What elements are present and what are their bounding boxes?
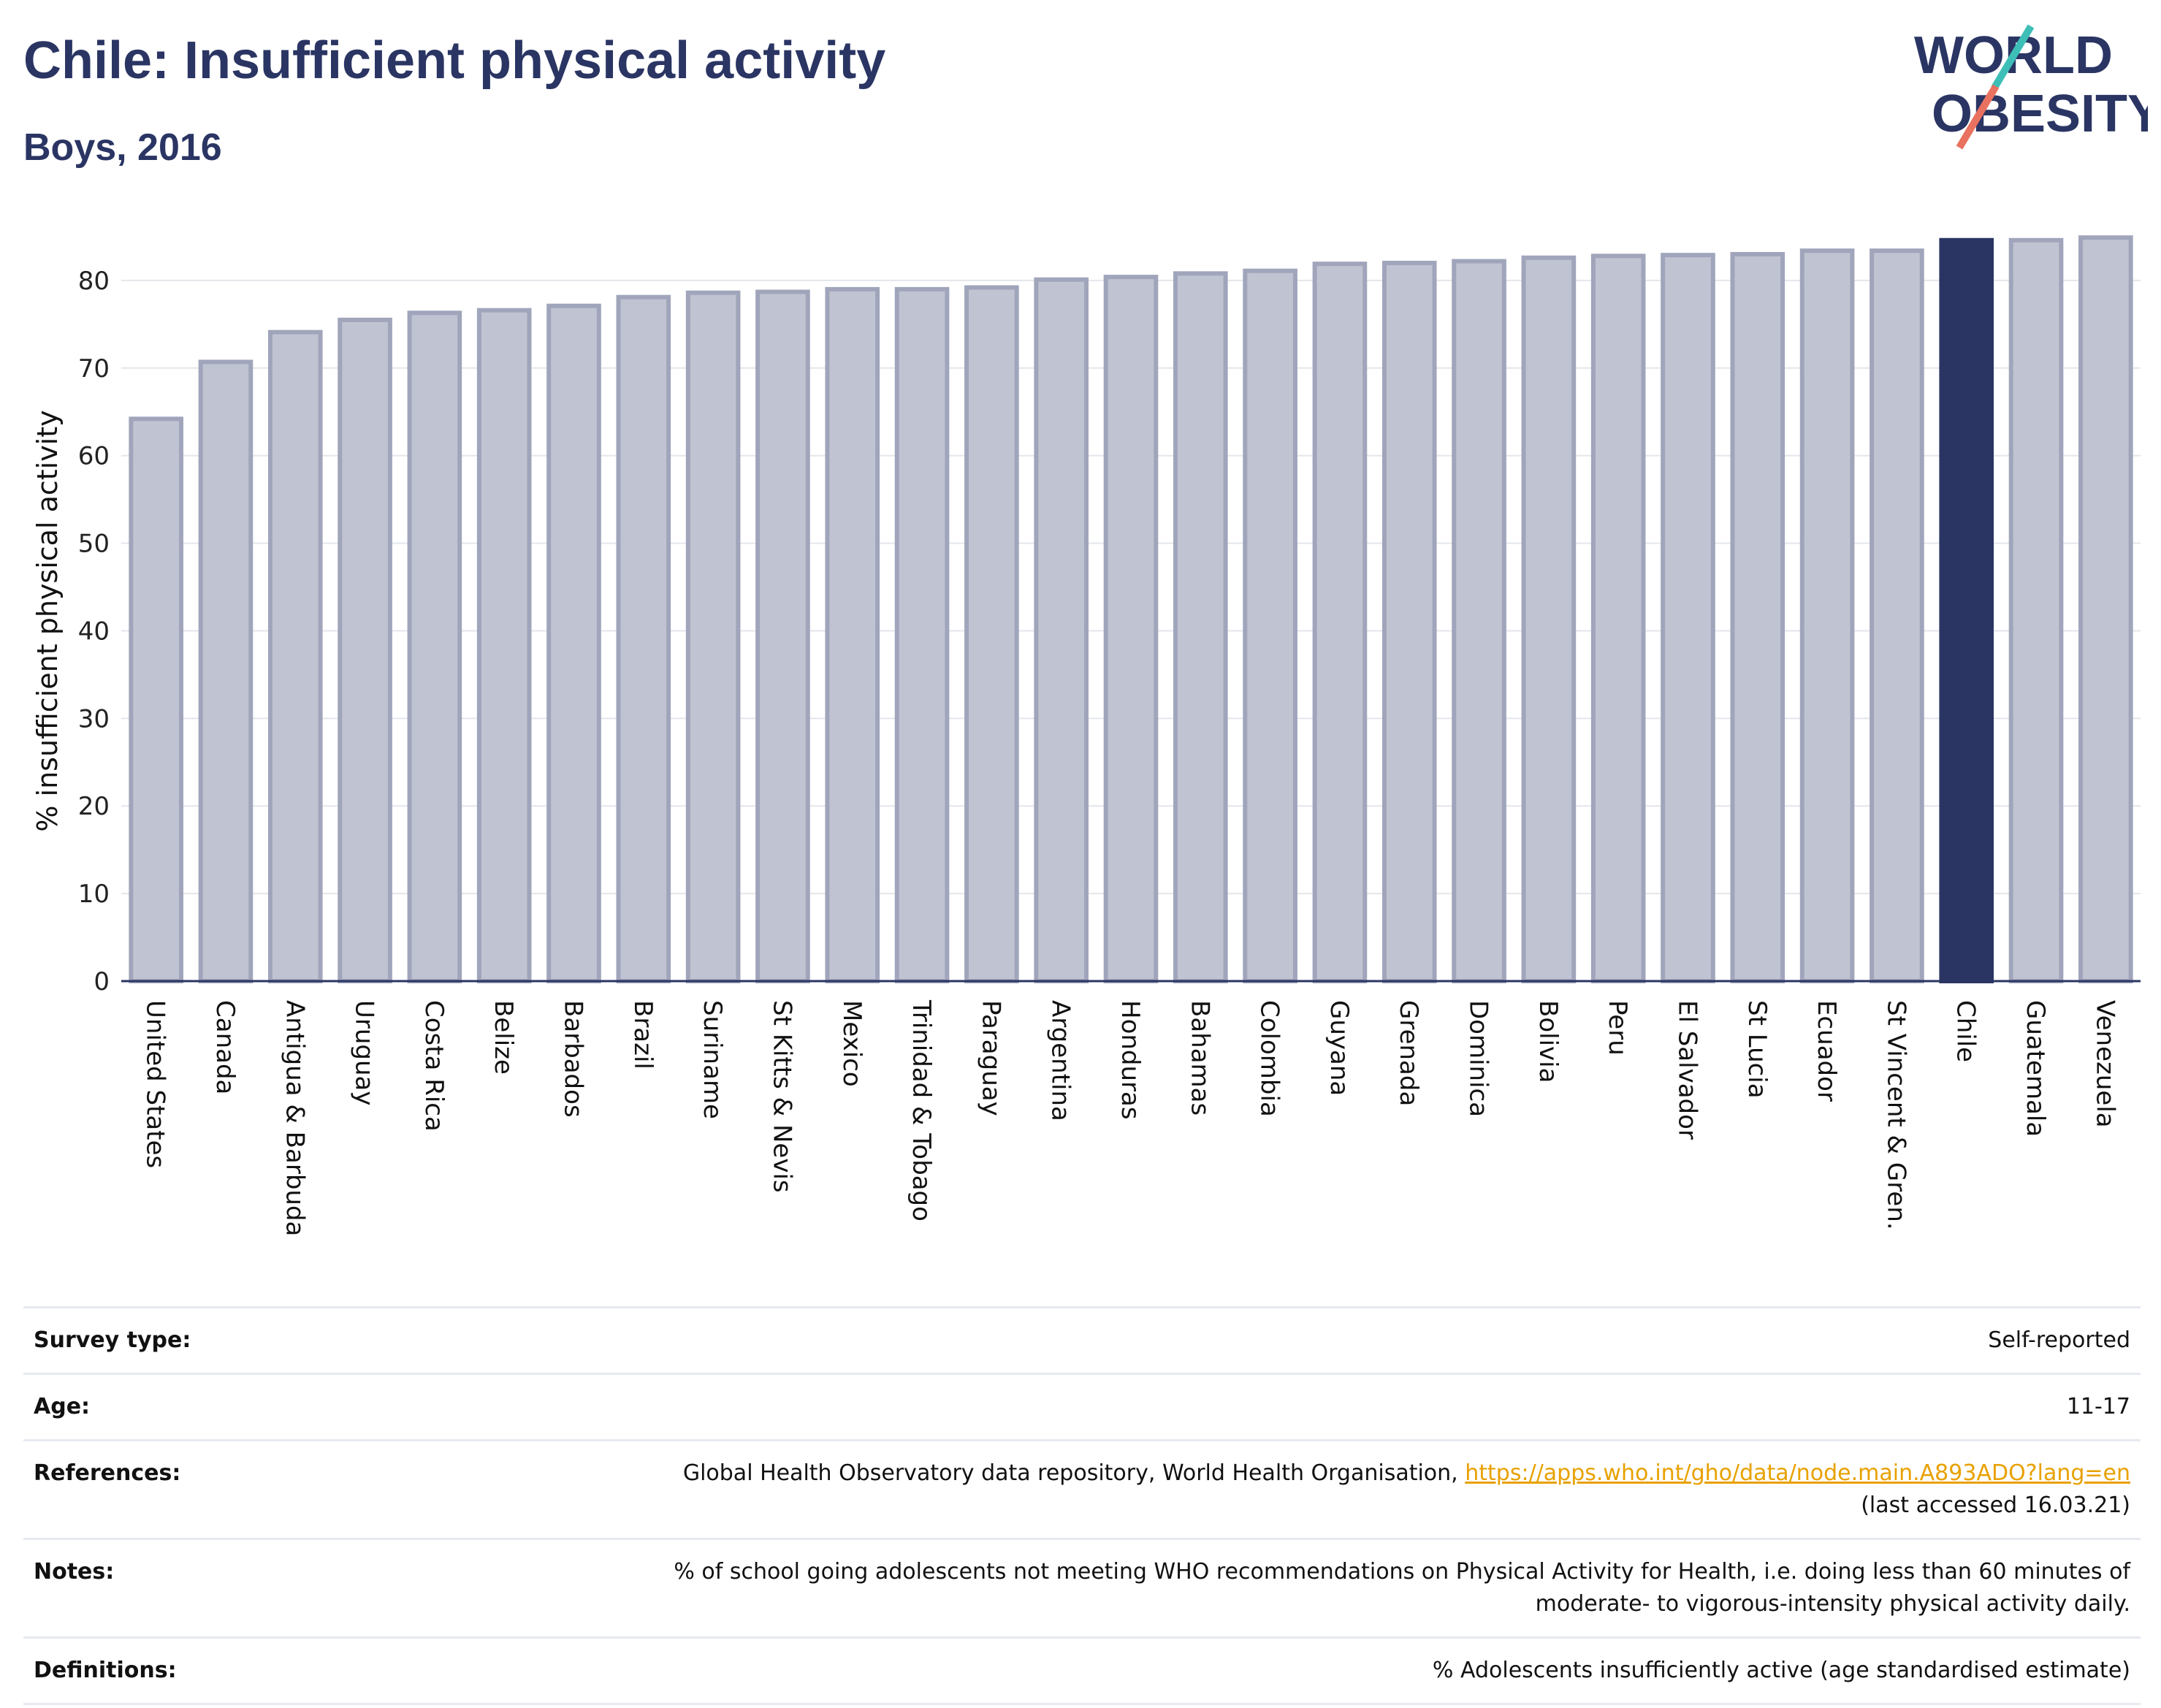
x-tick-label: Argentina [1046,1000,1075,1121]
y-tick-label: 60 [78,442,110,471]
x-tick-label: United States [141,1000,170,1168]
bar [476,308,532,983]
references-text: Global Health Observatory data repositor… [682,1460,1458,1486]
x-tick-label: El Salvador [1672,1000,1701,1140]
x-tick-label: Guyana [1325,1000,1354,1096]
bar [1521,255,1577,983]
y-tick-label: 10 [78,880,110,909]
bar-highlight [1939,237,1994,983]
x-tick-label: Ecuador [1812,1000,1841,1102]
bar [1312,262,1368,984]
x-tick-label: St Kitts & Nevis [767,1000,796,1193]
bar [1870,248,1924,983]
info-row-references: References: Global Health Observatory da… [23,1440,2141,1539]
bar-layer [129,235,2133,984]
notes-line-1: % of school going adolescents not meetin… [674,1559,2130,1585]
x-tick-label: Trinidad & Tobago [907,999,936,1221]
bar [129,416,183,983]
bar [825,286,880,984]
bar [685,290,741,984]
page-subtitle: Boys, 2016 [23,126,222,169]
definitions-value: % Adolescents insufficiently active (age… [1432,1658,2130,1683]
info-row-notes: Notes: % of school going adolescents not… [23,1539,2141,1638]
bar [1730,251,1785,983]
age-label: Age: [34,1394,91,1419]
x-tick-label: Barbados [559,1000,588,1118]
x-tick-label: Peru [1603,1000,1632,1056]
bar [2008,237,2064,983]
y-axis-title: % insufficient physical activity [31,410,64,831]
bar [1799,248,1855,983]
y-tick-label: 20 [78,792,110,821]
references-link[interactable]: https://apps.who.int/gho/data/node.main.… [1465,1460,2130,1486]
page-title: Chile: Insufficient physical activity [23,31,886,90]
x-tick-label: Antigua & Barbuda [280,1000,309,1236]
bar [1103,275,1159,983]
bar [338,317,392,984]
references-value: Global Health Observatory data repositor… [336,1441,2141,1539]
bar [1243,268,1297,983]
bar [1034,277,1089,983]
references-accessed: (last accessed 16.03.21) [1861,1492,2130,1518]
x-tick-label: Guatemala [2021,1000,2050,1137]
bar [1381,260,1437,984]
axis-layer: 0 10 20 30 40 50 60 70 80 United States Canada Anti… [78,267,2141,1236]
x-tick-label: Venezuela [2090,1000,2119,1128]
x-tick-label: Brazil [628,1000,658,1070]
notes-value: % of school going adolescents not meetin… [336,1539,2141,1638]
logo-slash-teal [1991,24,2035,90]
survey-type-label: Survey type: [34,1327,191,1353]
bar [894,286,950,984]
y-tick-label: 40 [78,617,110,646]
info-row-definitions: Definitions: % Adolescents insufficientl… [23,1637,2141,1704]
x-tick-label: Bolivia [1533,1000,1563,1083]
y-tick-label: 50 [78,530,110,559]
x-tick-label: Chile [1951,1000,1981,1062]
x-tick-label: Dominica [1464,1000,1493,1117]
x-tick-label: Canada [210,1000,240,1094]
bar [407,310,462,983]
bar [755,289,810,984]
info-row-age: Age: 11-17 [23,1373,2141,1441]
bar [2078,235,2133,984]
x-tick-label: Paraguay [976,1000,1005,1116]
survey-type-value: Self-reported [1988,1327,2130,1353]
x-tick-label: Honduras [1116,1000,1145,1120]
info-table: Survey type: Self-reported Age: 11-17 Re… [23,1306,2141,1705]
x-tick-label: Grenada [1394,1000,1423,1106]
bar [198,359,254,983]
bar [964,285,1019,984]
x-tick-label: Costa Rica [419,1000,449,1132]
x-tick-label: Uruguay [350,1000,379,1106]
bar [1452,259,1506,984]
bar [1661,253,1715,983]
bar [1590,253,1646,983]
age-value: 11-17 [2066,1394,2130,1419]
bar [546,303,601,983]
y-tick-label: 0 [94,967,110,996]
x-tick-label: Mexico [837,1000,866,1087]
notes-line-2: moderate- to vigorous-intensity physical… [1535,1591,2130,1617]
x-tick-label: St Vincent & Gren. [1881,1000,1910,1230]
definitions-label: Definitions: [34,1658,177,1683]
notes-label: Notes: [34,1559,115,1585]
logo-slash-coral [1956,84,2000,150]
bar [1173,271,1228,983]
world-obesity-logo: WORLD OBESITY [1914,24,2148,150]
references-label: References: [34,1460,181,1486]
x-tick-label: Belize [489,1000,518,1075]
y-tick-label: 80 [78,267,110,296]
bar-chart: 0 10 20 30 40 50 60 70 80 United States Canada Anti… [31,235,2141,1236]
y-tick-label: 70 [78,354,110,384]
y-tick-label: 30 [78,704,110,733]
x-tick-label: Suriname [698,1000,727,1119]
info-row-survey-type: Survey type: Self-reported [23,1307,2141,1374]
x-tick-label: St Lucia [1742,1000,1772,1099]
bar [267,329,323,983]
x-tick-label: Bahamas [1185,1000,1214,1116]
x-tick-label: Colombia [1255,1000,1284,1117]
bar [616,294,671,983]
